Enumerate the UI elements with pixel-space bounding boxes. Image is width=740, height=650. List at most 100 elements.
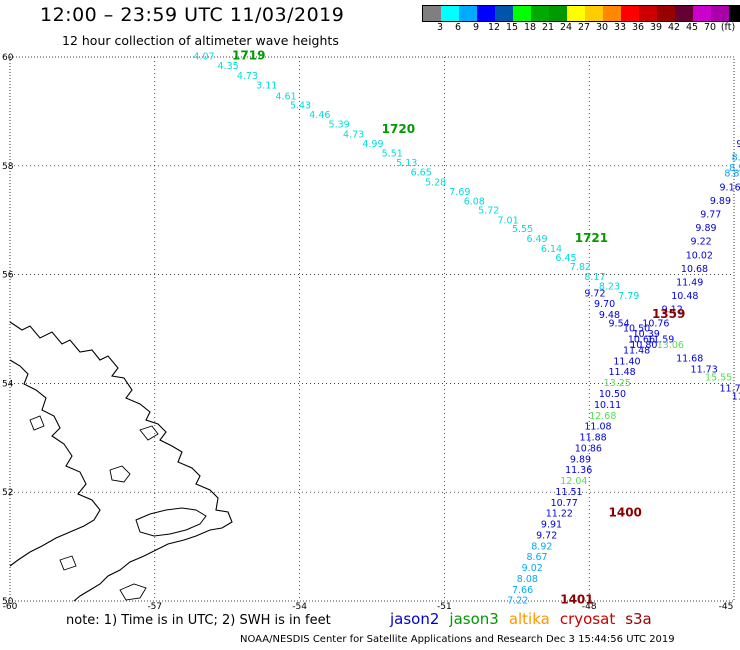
pass-time-label: 1721 [575,231,608,245]
colorbar-swatch [729,6,740,21]
swh-value: 9.72 [584,288,605,299]
swh-value: 4.99 [362,139,383,150]
colorbar-labels: 3 6 9 12 15 18 21 24 27 30 33 36 39 42 45 70 (ft) [422,22,740,34]
colorbar-swatch [477,6,495,21]
swh-value: 4.61 [275,91,296,102]
swh-value: 11.59 [647,335,674,346]
pass-time-label: 1401 [560,593,593,607]
swh-value: 11.76 [720,384,740,395]
swh-value: 9.02 [522,563,543,574]
colorbar-label: 9 [472,22,480,33]
colorbar-swatch [711,6,729,21]
map-frame [9,56,735,602]
colorbar-swatch [657,6,675,21]
swh-value: 5.13 [396,158,417,169]
swh-value: 10.50 [599,389,626,400]
map-title: 12:00 – 23:59 UTC 11/03/2019 [40,4,345,26]
units-note: note: 1) Time is in UTC; 2) SWH is in fe… [66,613,331,628]
colorbar-label: 21 [541,22,555,33]
swh-value: 11.49 [676,277,703,288]
colorbar-label: 6 [454,22,462,33]
swh-value: 9.16 [720,182,740,193]
swh-value: 6.08 [464,196,485,207]
swh-value: 9.77 [700,209,721,220]
lat-tick-label: 54 [2,379,14,389]
lon-tick-label: -57 [147,602,162,610]
swh-value: 10.02 [686,250,713,261]
legend-jason3: jason3 [449,610,499,628]
swh-value: 9.89 [695,223,716,234]
colorbar-swatch [585,6,603,21]
swh-value: 11.08 [584,422,611,433]
swh-value: 8.08 [517,574,538,585]
swh-value: 12.68 [589,411,616,422]
swh-value: 11.51 [555,487,582,498]
swh-value: 10.48 [671,291,698,302]
satellite-legend: jason2 jason3 altika cryosat s3a [390,610,662,628]
swh-value: 10 [739,125,740,136]
colorbar-swatch [441,6,459,21]
colorbar-swatch [603,6,621,21]
colorbar-swatch [693,6,711,21]
swh-value: 7.69 [449,187,470,198]
colorbar-label: 18 [523,22,537,33]
colorbar-label: 30 [595,22,609,33]
swh-value: 6.49 [526,234,547,245]
swh-value: 4.35 [218,61,239,72]
credit-line: NOAA/NESDIS Center for Satellite Applica… [240,634,675,645]
swh-value: 9.89 [570,454,591,465]
swh-value: 15.55 [705,373,732,384]
swh-value: 10.77 [551,498,578,509]
swh-value: 8.23 [599,281,620,292]
lat-tick-label: 52 [2,488,13,498]
swh-value: 10.11 [594,400,621,411]
swh-value: 11.8 [732,392,740,403]
swh-value: 5.39 [329,120,350,131]
swh-value: 11.73 [691,365,718,376]
lon-tick-label: -60 [3,602,18,610]
swh-value: 9.72 [536,530,557,541]
swh-value: 7.22 [507,596,528,607]
swh-value: 11.40 [613,356,640,367]
colorbar-swatch [531,6,549,21]
swh-value: 9.48 [599,310,620,321]
map-grid [10,57,734,601]
swh-value: 11.48 [609,367,636,378]
swh-value: 11.22 [546,509,573,520]
swh-value: 5.72 [478,206,499,217]
swh-value: 8.80 [724,169,740,180]
colorbar-swatch [675,6,693,21]
swh-value-labels: 4.074.354.733.114.615.434.465.394.734.99… [193,52,740,607]
colorbar-swatch [621,6,639,21]
pass-time-label: 1359 [652,307,685,321]
swh-value: 7.79 [618,291,639,302]
swh-value: 10.66 [628,335,655,346]
swh-value: 11.68 [676,354,703,365]
colorbar-label: 39 [649,22,663,33]
colorbar-label: 12 [487,22,501,33]
legend-altika: altika [508,610,550,628]
swh-value: 12.04 [560,476,587,487]
colorbar-label: 42 [667,22,681,33]
colorbar-label: 70 [703,22,717,33]
swh-value: 6.14 [541,244,562,255]
swh-value: 4.46 [309,110,330,121]
lon-tick-label: -45 [719,602,734,610]
pass-time-label: 1719 [232,49,265,63]
swh-value: 10.68 [681,264,708,275]
swh-value: 7.01 [497,215,518,226]
colorbar-label: 24 [559,22,573,33]
swh-value: 7.66 [512,585,533,596]
lon-tick-label: -51 [437,602,452,610]
swh-value: 4.73 [237,71,258,82]
swh-value: 10.86 [575,443,602,454]
swh-value: 10.39 [633,329,660,340]
colorbar-swatch [567,6,585,21]
coastline [9,321,233,602]
lon-tick-label: -54 [292,602,307,610]
pass-time-label: 1720 [382,122,415,136]
swh-value: 13.25 [604,378,631,389]
legend-s3a: s3a [625,610,652,628]
swh-value: 13.06 [657,340,684,351]
swh-value: 5.55 [512,224,533,235]
